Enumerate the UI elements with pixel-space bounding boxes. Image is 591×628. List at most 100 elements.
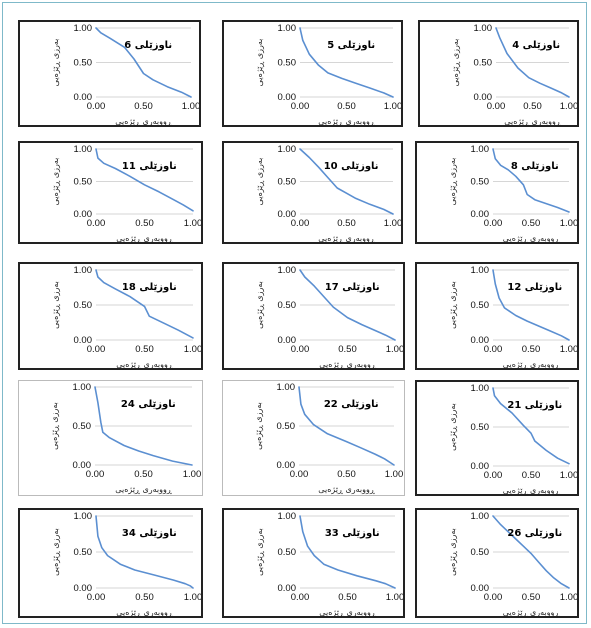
- x-tick-label: 0.00: [291, 101, 310, 112]
- y-tick-label: 0.00: [471, 335, 490, 346]
- y-tick-label: 0.50: [278, 58, 297, 69]
- chart-title: ناوزێلی 26: [507, 528, 562, 539]
- y-tick-label: 0.00: [471, 461, 490, 472]
- hypsometric-curve: [299, 269, 396, 341]
- chart-svg: 0.00 0.50 1.00 0.00 0.50 1.00 ڕووبەری ڕێژەیی بە…: [51, 265, 201, 369]
- chart-panel: 0.00 0.50 1.00 0.00 0.50 1.00 ڕووبەری ڕێژەیی بە…: [222, 141, 403, 244]
- x-tick-label: 1.00: [560, 101, 579, 112]
- y-axis-label: بەرزی ڕێژەیی: [51, 528, 60, 576]
- y-axis-label: بەرزی ڕێژەیی: [255, 39, 264, 87]
- chart-svg: 0.00 0.50 1.00 0.00 0.50 1.00 ڕووبەری ڕێژەیی بە…: [448, 511, 579, 616]
- x-tick-label: 0.50: [134, 469, 153, 480]
- x-tick-label: 0.00: [87, 344, 106, 355]
- x-axis-label: ڕووبەری ڕێژەیی: [115, 485, 173, 494]
- y-axis-label: بەرزی ڕێژەیی: [50, 402, 59, 450]
- x-axis-label: ڕووبەری ڕێژەیی: [503, 360, 561, 369]
- chart-title: ناوزێلی 34: [122, 528, 177, 539]
- x-tick-label: 0.00: [484, 344, 503, 355]
- y-axis-label: بەرزی ڕێژەیی: [51, 39, 60, 87]
- y-tick-label: 0.00: [471, 583, 490, 594]
- chart-title: ناوزێلی 18: [122, 282, 177, 293]
- y-tick-label: 0.50: [471, 547, 490, 558]
- x-tick-label: 0.50: [522, 344, 541, 355]
- y-tick-label: 1.00: [73, 382, 92, 393]
- x-tick-label: 0.50: [522, 470, 541, 481]
- chart-panel: 0.00 0.50 1.00 0.00 0.50 1.00 ڕووبەری ڕێژەیی بە…: [415, 141, 579, 244]
- y-tick-label: 0.00: [474, 92, 493, 103]
- chart-title: ناوزێلی 22: [324, 399, 379, 410]
- x-axis-label: ڕووبەری ڕێژەیی: [319, 608, 377, 617]
- y-tick-label: 0.50: [278, 547, 297, 558]
- x-tick-label: 0.00: [291, 592, 310, 603]
- y-tick-label: 1.00: [471, 511, 490, 522]
- x-tick-label: 1.00: [560, 592, 579, 603]
- x-tick-label: 1.00: [384, 101, 403, 112]
- x-tick-label: 1.00: [560, 218, 579, 229]
- y-tick-label: 0.00: [278, 209, 297, 220]
- y-tick-label: 0.50: [74, 177, 93, 188]
- y-tick-label: 1.00: [74, 265, 93, 276]
- y-axis-label: بەرزی ڕێژەیی: [255, 281, 264, 329]
- x-tick-label: 0.50: [338, 592, 357, 603]
- x-tick-label: 0.50: [522, 592, 541, 603]
- chart-title: ناوزێلی 21: [507, 400, 562, 411]
- chart-panel: 0.00 0.50 1.00 0.00 0.50 1.00 ڕووبەری ڕێژەیی بە…: [415, 508, 579, 618]
- y-tick-label: 0.00: [278, 92, 297, 103]
- y-tick-label: 0.00: [73, 460, 92, 471]
- chart-panel: 0.00 0.50 1.00 0.00 0.50 1.00 ڕووبەری ڕێژەیی بە…: [18, 141, 203, 244]
- y-tick-label: 0.00: [471, 209, 490, 220]
- chart-title: ناوزێلی 12: [507, 282, 562, 293]
- y-tick-label: 1.00: [471, 144, 490, 155]
- y-axis-label: بەرزی ڕێژەیی: [51, 281, 60, 329]
- y-tick-label: 0.00: [74, 92, 93, 103]
- chart-panel: 0.00 0.50 1.00 0.00 0.50 1.00 ڕووبەری ڕێژەیی بە…: [18, 508, 203, 618]
- chart-panel: 0.00 0.50 1.00 0.00 0.50 1.00 ڕووبەری ڕێژەیی بە…: [222, 20, 403, 127]
- x-axis-label: ڕووبەری ڕێژەیی: [116, 360, 174, 369]
- y-tick-label: 0.50: [74, 547, 93, 558]
- x-axis-label: ڕووبەری ڕێژەیی: [116, 234, 174, 243]
- hypsometric-curve: [492, 148, 570, 213]
- y-tick-label: 1.00: [471, 383, 490, 394]
- x-tick-label: 0.00: [484, 218, 503, 229]
- chart-svg: 0.00 0.50 1.00 0.00 0.50 1.00 ڕووبەری ڕێژەیی بە…: [255, 265, 403, 369]
- x-axis-label: ڕووبەری ڕێژەیی: [319, 360, 377, 369]
- chart-panel: 0.00 0.50 1.00 0.00 0.50 1.00 ڕووبەری ڕێژەیی بە…: [18, 380, 203, 496]
- x-tick-label: 1.00: [182, 101, 201, 112]
- x-tick-label: 1.00: [560, 344, 579, 355]
- chart-svg: 0.00 0.50 1.00 0.00 0.50 1.00 ڕووبەری ڕێژەیی بە…: [448, 383, 577, 495]
- y-tick-label: 1.00: [277, 382, 296, 393]
- y-axis-label: بەرزی ڕێژەیی: [448, 528, 457, 576]
- chart-panel: 0.00 0.50 1.00 0.00 0.50 1.00 ڕووبەری ڕێژەیی بە…: [222, 262, 405, 370]
- x-tick-label: 0.00: [87, 101, 106, 112]
- chart-svg: 0.00 0.50 1.00 0.00 0.50 1.00 ڕووبەری ڕێژەیی بە…: [448, 265, 579, 369]
- x-tick-label: 0.50: [135, 592, 154, 603]
- x-tick-label: 0.00: [484, 470, 503, 481]
- x-tick-label: 0.50: [134, 101, 153, 112]
- y-tick-label: 0.00: [277, 460, 296, 471]
- chart-svg: 0.00 0.50 1.00 0.00 0.50 1.00 ڕووبەری ڕێژەیی بە…: [50, 382, 201, 494]
- y-tick-label: 1.00: [278, 144, 297, 155]
- x-tick-label: 0.00: [86, 469, 105, 480]
- x-tick-label: 0.50: [522, 218, 541, 229]
- chart-title: ناوزێلی 8: [511, 161, 559, 172]
- x-axis-label: ڕووبەری ڕێژەیی: [503, 486, 561, 495]
- x-tick-label: 0.00: [291, 344, 310, 355]
- y-axis-label: بەرزی ڕێژەیی: [448, 158, 457, 206]
- y-tick-label: 1.00: [278, 265, 297, 276]
- hypsometric-curve: [492, 387, 570, 465]
- y-tick-label: 0.00: [74, 209, 93, 220]
- y-tick-label: 1.00: [74, 23, 93, 34]
- chart-title: ناوزێلی 10: [324, 161, 379, 172]
- hypsometric-curve: [94, 386, 193, 466]
- y-tick-label: 1.00: [278, 23, 297, 34]
- y-axis-label: بەرزی ڕێژەیی: [448, 281, 457, 329]
- chart-title: ناوزێلی 6: [124, 40, 172, 51]
- y-axis-label: بەرزی ڕێژەیی: [51, 158, 60, 206]
- hypsometric-curve: [299, 515, 396, 589]
- x-axis-label: ڕووبەری ڕێژەیی: [116, 608, 174, 617]
- chart-svg: 0.00 0.50 1.00 0.00 0.50 1.00 ڕووبەری ڕێژەیی بە…: [451, 23, 579, 125]
- y-tick-label: 0.50: [471, 422, 490, 433]
- y-axis-label: بەرزی ڕێژەیی: [448, 403, 457, 451]
- x-tick-label: 0.50: [337, 469, 356, 480]
